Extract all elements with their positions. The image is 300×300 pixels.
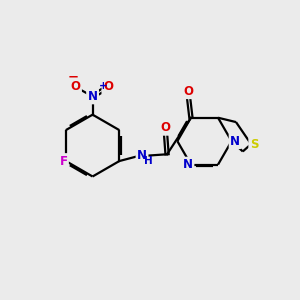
- Text: N: N: [183, 158, 193, 171]
- Text: N: N: [230, 135, 240, 148]
- Text: F: F: [59, 154, 68, 167]
- Text: N: N: [137, 149, 147, 162]
- Text: −: −: [67, 70, 78, 83]
- Text: O: O: [70, 80, 80, 94]
- Text: +: +: [98, 81, 107, 91]
- Text: H: H: [143, 156, 152, 166]
- Text: O: O: [184, 85, 194, 98]
- Text: N: N: [88, 90, 98, 103]
- Text: O: O: [103, 80, 113, 94]
- Text: S: S: [250, 138, 258, 151]
- Text: O: O: [160, 121, 171, 134]
